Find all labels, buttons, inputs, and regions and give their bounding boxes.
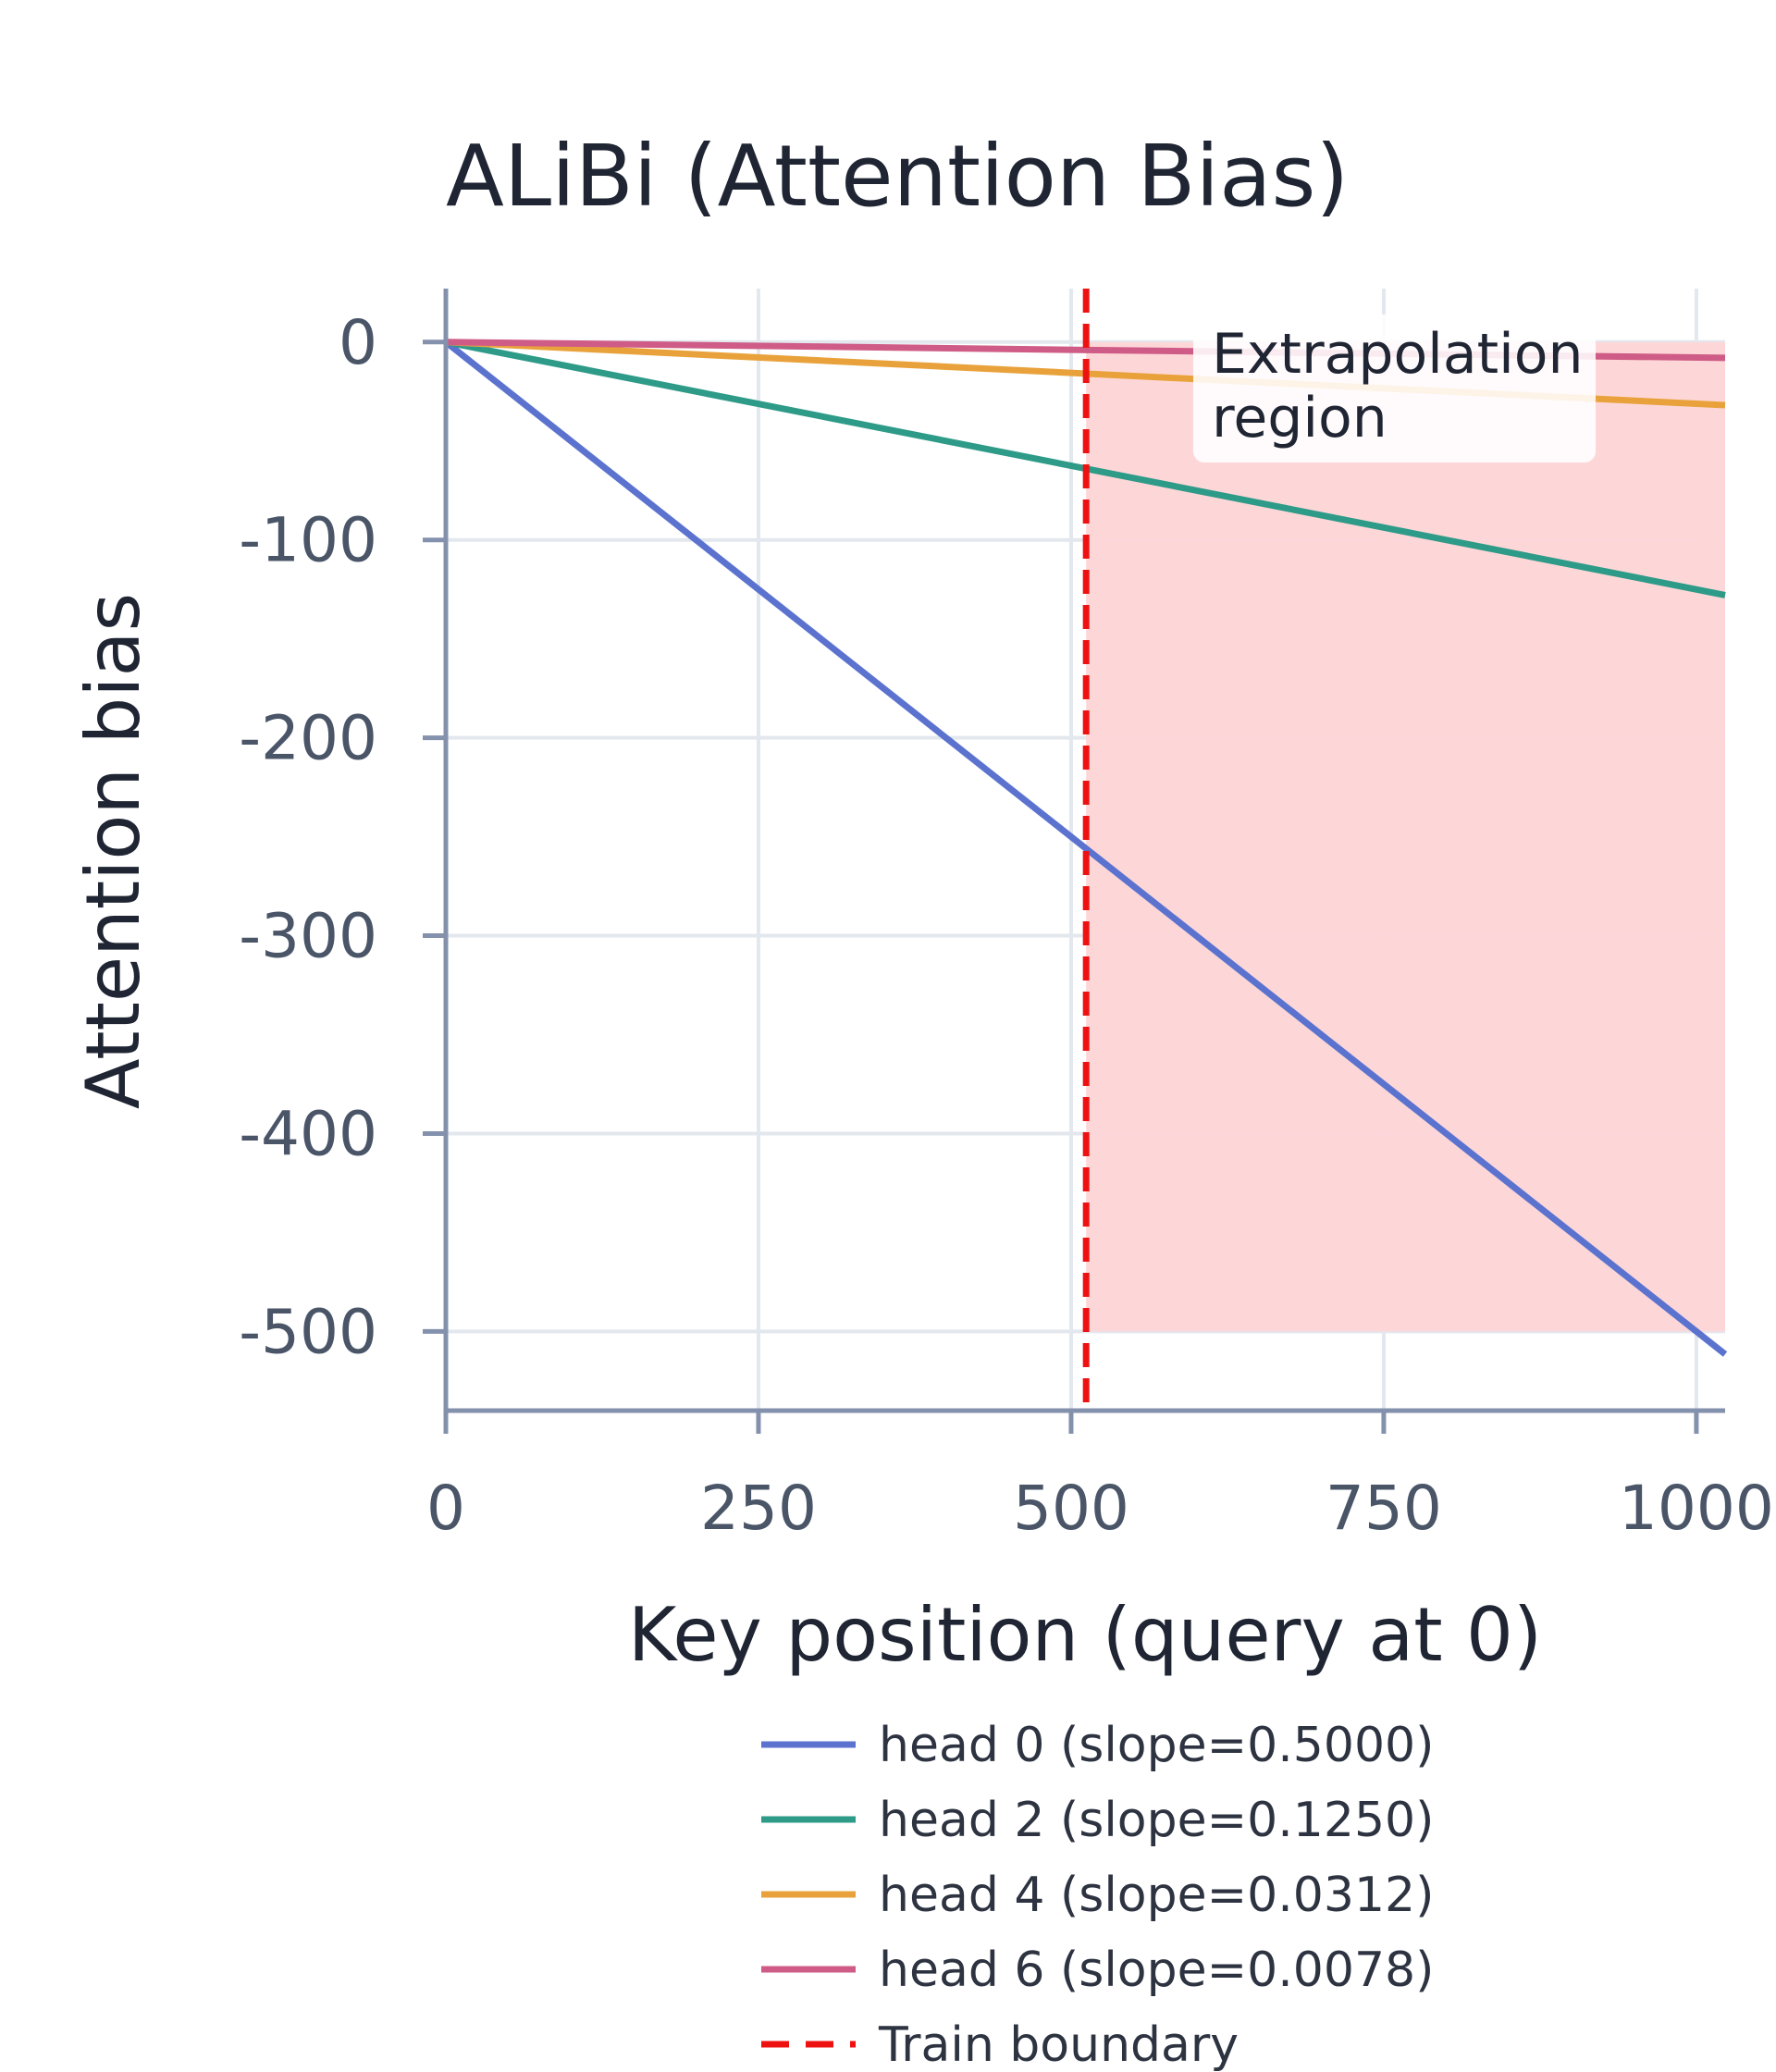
- legend-label-1: head 2 (slope=0.1250): [879, 1793, 1434, 1848]
- annotation-line-2: region: [1212, 386, 1388, 450]
- x-tick-label-3: 750: [1326, 1473, 1442, 1544]
- annotation-line-1: Extrapolation: [1212, 322, 1584, 387]
- legend: head 0 (slope=0.5000) head 2 (slope=0.125…: [761, 1718, 1434, 2072]
- y-tick-label-2: -200: [239, 703, 377, 774]
- y-tick-label-1: -100: [239, 505, 377, 576]
- x-axis-title: Key position (query at 0): [628, 1592, 1542, 1678]
- y-tick-label-4: -400: [239, 1098, 377, 1169]
- y-tick-label-3: -300: [239, 901, 377, 972]
- y-axis-title: Attention bias: [70, 593, 156, 1109]
- x-tick-label-1: 250: [700, 1473, 817, 1544]
- axes: 0 250 500 750 1000 0 -100 -200 -300 -400 -500: [239, 289, 1774, 1544]
- legend-label-2: head 4 (slope=0.0312): [879, 1868, 1434, 1923]
- annotation-box: [1193, 314, 1596, 462]
- x-tick-label-2: 500: [1013, 1473, 1129, 1544]
- x-tick-label-0: 0: [426, 1473, 465, 1544]
- y-tick-label-0: 0: [339, 307, 377, 378]
- y-tick-label-5: -500: [239, 1296, 377, 1367]
- extrapolation-region: [1086, 341, 1725, 1332]
- x-tick-label-4: 1000: [1619, 1473, 1774, 1544]
- legend-label-3: head 6 (slope=0.0078): [879, 1942, 1434, 1998]
- chart-title: ALiBi (Attention Bias): [446, 127, 1349, 226]
- extrapolation-annotation: Extrapolation region: [1193, 314, 1596, 462]
- legend-label-4: Train boundary: [878, 2017, 1239, 2072]
- series-line-0: [443, 339, 1728, 1357]
- legend-label-0: head 0 (slope=0.5000): [879, 1718, 1434, 1773]
